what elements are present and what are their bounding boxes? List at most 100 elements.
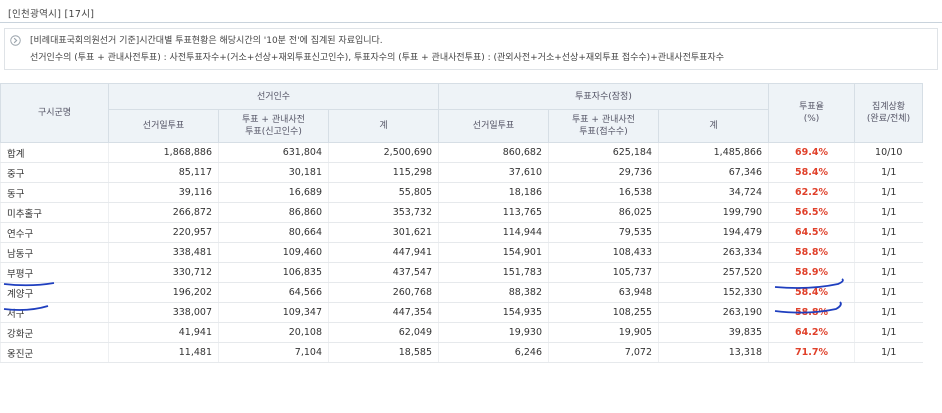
cell-district: 남동구 — [0, 242, 109, 263]
subheader-voters-early: 투표 + 관내사전 투표(접수수) — [548, 109, 659, 143]
cell-status: 1/1 — [854, 202, 923, 223]
cell-v-early: 7,072 — [548, 342, 659, 363]
cell-district: 서구 — [0, 302, 109, 323]
subheader-voters-day: 선거일투표 — [438, 109, 549, 143]
table-row: 옹진군 11,481 7,104 18,585 6,246 7,072 13,318 71.7… — [0, 342, 923, 363]
table-row: 남동구 338,481 109,460 447,941 154,901 108,433 26… — [0, 242, 923, 263]
cell-e-total: 18,585 — [328, 342, 439, 363]
cell-status: 1/1 — [854, 162, 923, 183]
cell-e-early: 64,566 — [218, 282, 329, 303]
cell-v-total: 263,190 — [658, 302, 769, 323]
table-row: 부평구 330,712 106,835 437,547 151,783 105,737 25… — [0, 262, 923, 283]
cell-district: 미추홀구 — [0, 202, 109, 223]
header-voters-group: 투표자수(잠정) — [438, 83, 769, 110]
cell-v-total: 13,318 — [658, 342, 769, 363]
cell-status: 1/1 — [854, 342, 923, 363]
cell-v-day: 37,610 — [438, 162, 549, 183]
cell-e-day: 338,007 — [108, 302, 219, 323]
cell-rate: 64.2% — [768, 322, 855, 343]
cell-e-day: 266,872 — [108, 202, 219, 223]
cell-e-total: 62,049 — [328, 322, 439, 343]
cell-e-early: 20,108 — [218, 322, 329, 343]
cell-v-day: 6,246 — [438, 342, 549, 363]
cell-e-total: 115,298 — [328, 162, 439, 183]
cell-v-early: 16,538 — [548, 182, 659, 203]
cell-rate: 58.8% — [768, 302, 855, 323]
cell-v-day: 19,930 — [438, 322, 549, 343]
cell-e-total: 437,547 — [328, 262, 439, 283]
subheader-voters-total: 계 — [658, 109, 769, 143]
cell-district: 합계 — [0, 142, 109, 163]
table-row: 중구 85,117 30,181 115,298 37,610 29,736 67,346 5… — [0, 162, 923, 183]
cell-v-total: 257,520 — [658, 262, 769, 283]
cell-v-early: 108,255 — [548, 302, 659, 323]
cell-rate: 58.4% — [768, 162, 855, 183]
cell-e-day: 1,868,886 — [108, 142, 219, 163]
cell-e-day: 220,957 — [108, 222, 219, 243]
cell-v-total: 194,479 — [658, 222, 769, 243]
cell-e-early: 80,664 — [218, 222, 329, 243]
cell-v-day: 154,935 — [438, 302, 549, 323]
cell-district: 부평구 — [0, 262, 109, 283]
cell-district: 연수구 — [0, 222, 109, 243]
cell-status: 1/1 — [854, 222, 923, 243]
page-title: [인천광역시] [17시] — [8, 9, 95, 20]
table-row: 미추홀구 266,872 86,860 353,732 113,765 86,025 199… — [0, 202, 923, 223]
cell-e-total: 447,941 — [328, 242, 439, 263]
table-row: 강화군 41,941 20,108 62,049 19,930 19,905 39,835 6… — [0, 322, 923, 343]
notice-line-2: 선거인수의 (투표 + 관내사전투표) : 사전투표자수+(거소+선상+재외투표… — [30, 53, 724, 63]
cell-rate: 71.7% — [768, 342, 855, 363]
cell-e-day: 85,117 — [108, 162, 219, 183]
cell-e-day: 11,481 — [108, 342, 219, 363]
cell-e-early: 7,104 — [218, 342, 329, 363]
cell-v-total: 34,724 — [658, 182, 769, 203]
cell-e-day: 338,481 — [108, 242, 219, 263]
cell-e-total: 447,354 — [328, 302, 439, 323]
cell-status: 1/1 — [854, 322, 923, 343]
cell-e-total: 260,768 — [328, 282, 439, 303]
cell-district: 계양구 — [0, 282, 109, 303]
cell-district: 동구 — [0, 182, 109, 203]
cell-rate: 58.9% — [768, 262, 855, 283]
cell-v-early: 86,025 — [548, 202, 659, 223]
cell-v-total: 263,334 — [658, 242, 769, 263]
cell-v-day: 114,944 — [438, 222, 549, 243]
notice-line-1: [비례대표국회의원선거 기준]시간대별 투표현황은 해당시간의 '10분 전'에… — [30, 36, 383, 46]
cell-e-total: 353,732 — [328, 202, 439, 223]
cell-v-early: 108,433 — [548, 242, 659, 263]
cell-rate: 56.5% — [768, 202, 855, 223]
cell-e-day: 41,941 — [108, 322, 219, 343]
cell-rate: 64.5% — [768, 222, 855, 243]
cell-v-total: 152,330 — [658, 282, 769, 303]
cell-rate: 62.2% — [768, 182, 855, 203]
cell-e-early: 631,804 — [218, 142, 329, 163]
table-row: 연수구 220,957 80,664 301,621 114,944 79,535 194,… — [0, 222, 923, 243]
table-row: 동구 39,116 16,689 55,805 18,186 16,538 34,724 62… — [0, 182, 923, 203]
cell-status: 10/10 — [854, 142, 923, 163]
cell-status: 1/1 — [854, 262, 923, 283]
subheader-electors-total: 계 — [328, 109, 439, 143]
cell-status: 1/1 — [854, 302, 923, 323]
cell-e-day: 196,202 — [108, 282, 219, 303]
subheader-electors-early: 투표 + 관내사전 투표(신고인수) — [218, 109, 329, 143]
cell-status: 1/1 — [854, 282, 923, 303]
table-row: 합계 1,868,886 631,804 2,500,690 860,682 625,18… — [0, 142, 923, 163]
cell-status: 1/1 — [854, 182, 923, 203]
cell-v-day: 154,901 — [438, 242, 549, 263]
cell-v-total: 1,485,866 — [658, 142, 769, 163]
cell-rate: 69.4% — [768, 142, 855, 163]
cell-e-early: 109,460 — [218, 242, 329, 263]
cell-e-total: 55,805 — [328, 182, 439, 203]
cell-e-total: 301,621 — [328, 222, 439, 243]
cell-v-early: 29,736 — [548, 162, 659, 183]
cell-v-early: 63,948 — [548, 282, 659, 303]
cell-e-day: 39,116 — [108, 182, 219, 203]
title-divider — [0, 22, 942, 23]
cell-v-early: 105,737 — [548, 262, 659, 283]
subheader-electors-day: 선거일투표 — [108, 109, 219, 143]
table-row: 서구 338,007 109,347 447,354 154,935 108,255 263… — [0, 302, 923, 323]
cell-v-day: 113,765 — [438, 202, 549, 223]
cell-e-early: 106,835 — [218, 262, 329, 283]
cell-v-total: 67,346 — [658, 162, 769, 183]
cell-e-total: 2,500,690 — [328, 142, 439, 163]
